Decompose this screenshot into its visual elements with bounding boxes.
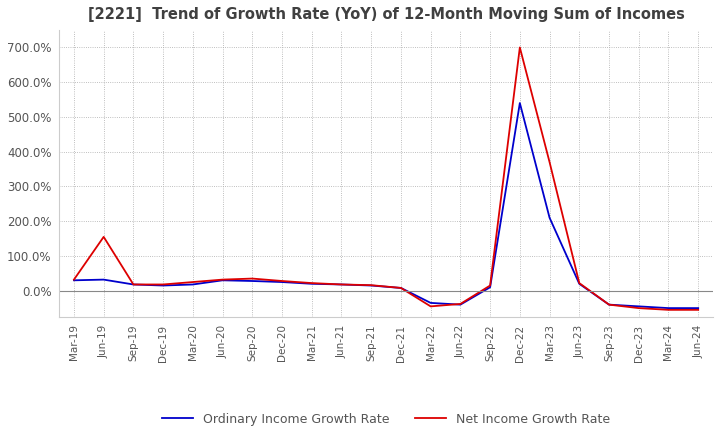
Net Income Growth Rate [367,282,376,288]
Net Income Growth Rate [218,277,227,282]
Net Income Growth Rate [248,276,256,281]
Legend: Ordinary Income Growth Rate, Net Income Growth Rate: Ordinary Income Growth Rate, Net Income … [157,408,615,431]
Ordinary Income Growth Rate [218,278,227,283]
Ordinary Income Growth Rate [605,302,613,307]
Ordinary Income Growth Rate [486,285,495,290]
Net Income Growth Rate [575,280,584,286]
Net Income Growth Rate [694,307,703,312]
Ordinary Income Growth Rate [307,281,316,286]
Title: [2221]  Trend of Growth Rate (YoY) of 12-Month Moving Sum of Incomes: [2221] Trend of Growth Rate (YoY) of 12-… [88,7,685,22]
Net Income Growth Rate [516,45,524,50]
Net Income Growth Rate [605,302,613,307]
Ordinary Income Growth Rate [367,283,376,288]
Net Income Growth Rate [397,285,405,290]
Ordinary Income Growth Rate [634,304,643,309]
Ordinary Income Growth Rate [248,279,256,284]
Net Income Growth Rate [70,277,78,282]
Net Income Growth Rate [159,282,168,287]
Ordinary Income Growth Rate [397,285,405,290]
Line: Ordinary Income Growth Rate: Ordinary Income Growth Rate [74,103,698,308]
Ordinary Income Growth Rate [545,215,554,220]
Net Income Growth Rate [99,234,108,239]
Net Income Growth Rate [426,304,435,309]
Net Income Growth Rate [278,279,287,284]
Net Income Growth Rate [456,301,464,307]
Net Income Growth Rate [545,159,554,165]
Net Income Growth Rate [189,279,197,285]
Net Income Growth Rate [664,307,672,312]
Ordinary Income Growth Rate [189,282,197,287]
Net Income Growth Rate [634,305,643,311]
Net Income Growth Rate [486,283,495,288]
Ordinary Income Growth Rate [337,282,346,287]
Ordinary Income Growth Rate [664,305,672,311]
Net Income Growth Rate [307,280,316,286]
Ordinary Income Growth Rate [456,302,464,307]
Net Income Growth Rate [129,282,138,287]
Net Income Growth Rate [337,282,346,287]
Ordinary Income Growth Rate [575,281,584,286]
Ordinary Income Growth Rate [426,300,435,305]
Ordinary Income Growth Rate [70,278,78,283]
Line: Net Income Growth Rate: Net Income Growth Rate [74,48,698,310]
Ordinary Income Growth Rate [129,282,138,287]
Ordinary Income Growth Rate [694,305,703,311]
Ordinary Income Growth Rate [99,277,108,282]
Ordinary Income Growth Rate [278,279,287,285]
Ordinary Income Growth Rate [159,283,168,288]
Ordinary Income Growth Rate [516,100,524,106]
